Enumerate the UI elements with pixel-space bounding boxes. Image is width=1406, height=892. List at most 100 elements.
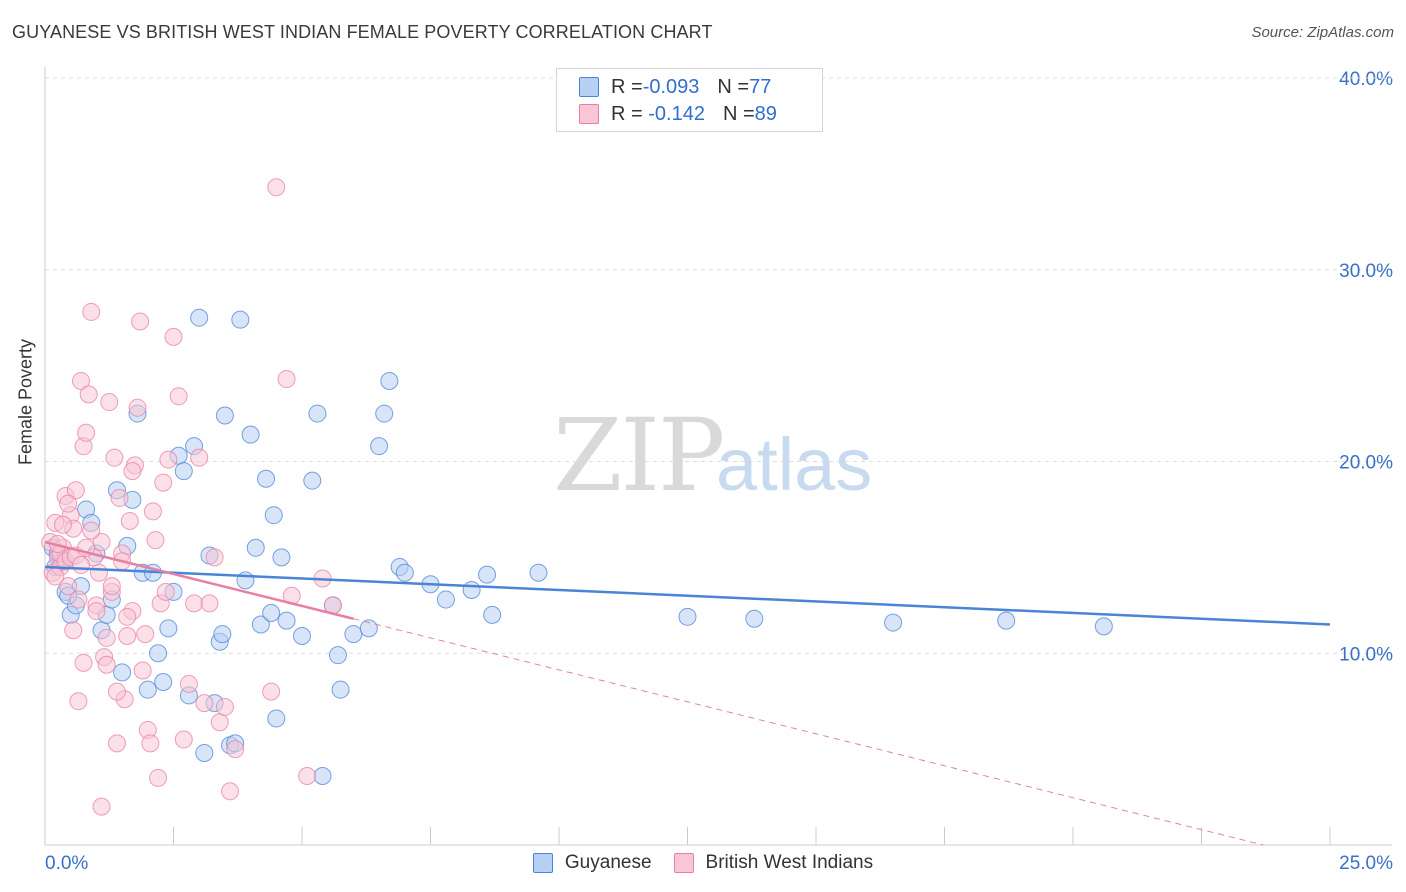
british-west-indians-point — [210, 713, 229, 732]
guyanese-point — [884, 613, 903, 632]
guyanese-point — [246, 538, 265, 557]
guyanese-swatch — [579, 77, 599, 97]
guyanese-point — [149, 644, 168, 663]
guyanese-point — [1094, 617, 1113, 636]
guyanese-point — [462, 580, 481, 599]
r-value: -0.142 — [642, 102, 705, 125]
r-label: R = — [611, 102, 643, 125]
british-west-indians-point — [200, 594, 219, 613]
british-west-indians-point — [77, 423, 96, 442]
british-west-indians-point — [97, 628, 116, 647]
british-west-indians-point — [156, 582, 175, 601]
british-west-indians-point — [69, 590, 88, 609]
british-west-indians-point — [133, 661, 152, 680]
british-west-indians-point — [118, 607, 137, 626]
british-west-indians-point — [154, 473, 173, 492]
watermark-atlas: atlas — [716, 423, 872, 506]
british-west-indians-point — [164, 327, 183, 346]
guyanese-point — [745, 609, 764, 628]
guyanese-point — [529, 563, 548, 582]
british-west-indians-point — [267, 178, 286, 197]
british-west-indians-point — [131, 312, 150, 331]
british-west-indians-point — [298, 766, 317, 785]
guyanese-point — [370, 437, 389, 456]
r-label: R = — [611, 75, 643, 98]
guyanese-point — [359, 619, 378, 638]
british-west-indians-point — [169, 387, 188, 406]
legend-label-guyanese: Guyanese — [564, 852, 652, 873]
british-west-indians-point — [79, 385, 98, 404]
guyanese-point — [251, 615, 270, 634]
british-west-indians-point — [71, 556, 90, 575]
guyanese-point — [264, 506, 283, 525]
british-west-indians-trend-line — [44, 540, 354, 620]
series-legend: Guyanese British West Indians — [0, 852, 1406, 874]
british-west-indians-point — [277, 370, 296, 389]
guyanese-point — [483, 605, 502, 624]
guyanese-point — [154, 673, 173, 692]
guyanese-point — [436, 590, 455, 609]
british-west-indians-point — [53, 515, 72, 534]
british-west-indians-point — [66, 481, 85, 500]
guyanese-point — [138, 680, 157, 699]
british-west-indians-point — [59, 577, 78, 596]
british-west-indians-point — [143, 502, 162, 521]
british-west-indians-point — [82, 521, 101, 540]
guyanese-point — [213, 625, 232, 644]
n-value: 77 — [749, 75, 772, 98]
british-west-indians-point — [128, 398, 147, 417]
watermark-zip: ZIP — [553, 397, 723, 514]
legend-item-british-west-indians[interactable]: British West Indians — [673, 852, 873, 874]
guyanese-point — [195, 743, 214, 762]
guyanese-swatch — [532, 853, 553, 873]
british-west-indians-point — [226, 740, 245, 759]
british-west-indians-trend-line-extension — [353, 618, 1264, 846]
stats-row-guyanese: R = -0.093 N = 77 — [579, 74, 771, 100]
british-west-indians-point — [69, 692, 88, 711]
british-west-indians-point — [195, 694, 214, 713]
british-west-indians-point — [92, 797, 111, 816]
british-west-indians-point — [87, 602, 106, 621]
x-tick-label: 25.0% — [1339, 853, 1393, 874]
british-west-indians-point — [174, 730, 193, 749]
n-value: 89 — [754, 102, 777, 125]
guyanese-point — [293, 626, 311, 645]
british-west-indians-point — [64, 621, 83, 640]
n-label: N = — [722, 102, 755, 125]
chart-title: GUYANESE VS BRITISH WEST INDIAN FEMALE P… — [12, 22, 713, 42]
british-west-indians-swatch — [579, 104, 599, 124]
r-value: -0.093 — [642, 75, 700, 98]
british-west-indians-point — [179, 674, 198, 693]
british-west-indians-point — [102, 577, 121, 596]
y-tick-label: 30.0% — [1339, 261, 1393, 282]
british-west-indians-point — [100, 393, 119, 412]
y-tick-label: 20.0% — [1339, 453, 1393, 474]
british-west-indians-point — [105, 448, 124, 467]
guyanese-point — [328, 646, 347, 665]
british-west-indians-point — [110, 488, 129, 507]
british-west-indians-point — [136, 625, 155, 644]
guyanese-point — [215, 406, 234, 425]
y-axis-label: Female Poverty — [15, 338, 36, 465]
british-west-indians-point — [221, 782, 240, 801]
guyanese-point — [272, 548, 291, 567]
british-west-indians-swatch — [673, 853, 694, 873]
british-west-indians-point — [215, 697, 234, 716]
guyanese-point — [344, 625, 363, 644]
british-west-indians-point — [97, 655, 116, 674]
guyanese-point — [190, 308, 209, 327]
guyanese-point — [395, 563, 414, 582]
guyanese-point — [159, 619, 178, 638]
guyanese-point — [113, 663, 132, 682]
guyanese-point — [262, 603, 281, 622]
x-tick-label: 0.0% — [45, 853, 88, 874]
british-west-indians-point — [185, 594, 204, 613]
british-west-indians-point — [46, 567, 65, 586]
british-west-indians-point — [146, 531, 165, 550]
guyanese-point — [313, 766, 332, 785]
guyanese-point — [678, 607, 697, 626]
british-west-indians-point — [82, 302, 101, 321]
guyanese-point — [303, 471, 322, 490]
british-west-indians-point — [89, 563, 108, 582]
legend-item-guyanese[interactable]: Guyanese — [532, 852, 652, 874]
